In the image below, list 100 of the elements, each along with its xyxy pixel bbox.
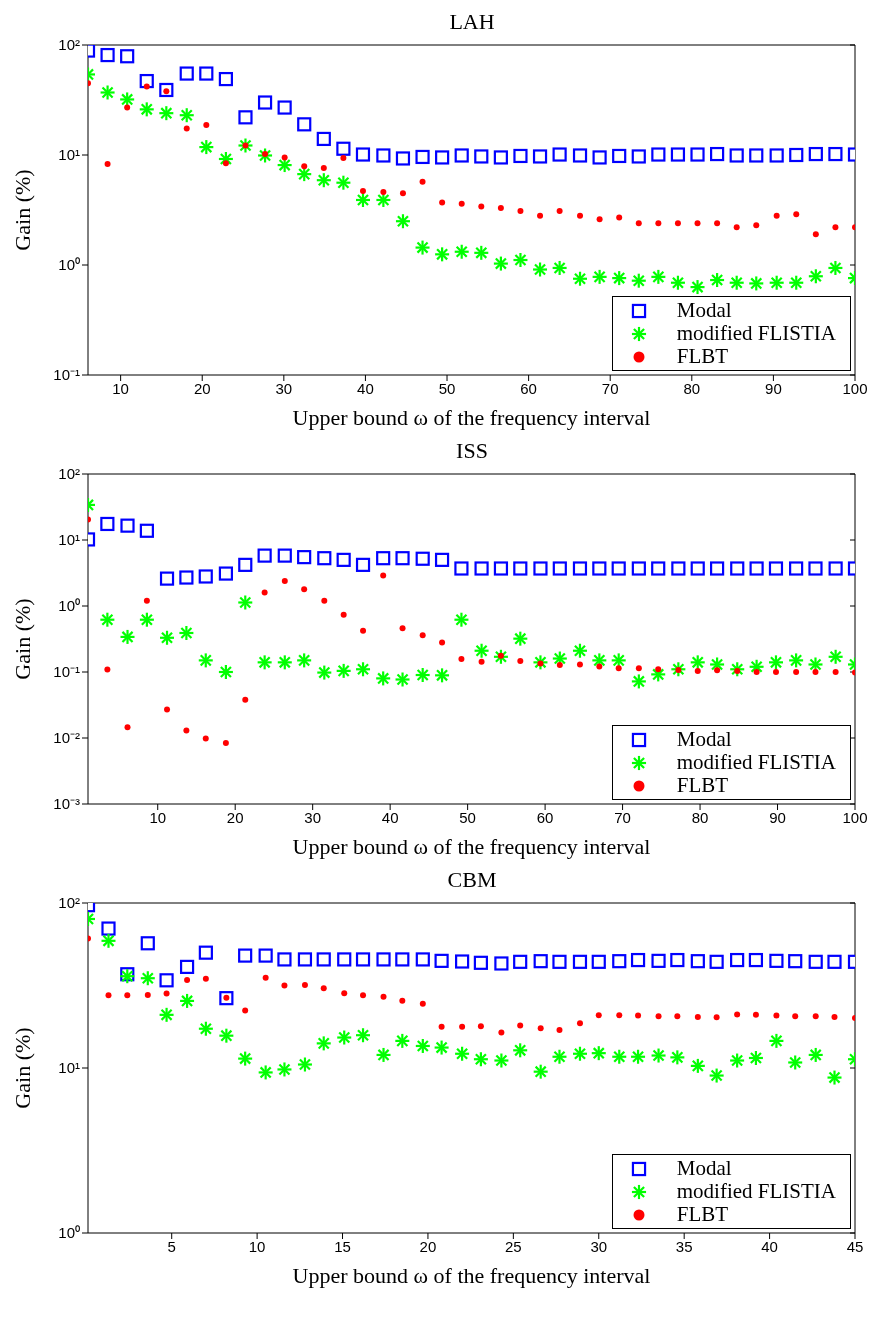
point — [537, 212, 544, 219]
chart-title: ISS — [455, 437, 489, 465]
point — [694, 220, 701, 227]
point — [163, 990, 170, 997]
point — [768, 561, 784, 576]
point — [317, 551, 332, 566]
point — [710, 146, 725, 162]
point — [572, 148, 588, 163]
point — [376, 148, 391, 163]
point — [808, 146, 823, 162]
point — [455, 954, 470, 969]
point — [281, 154, 288, 161]
x-tick-label: 50 — [438, 379, 456, 397]
x-tick-label: 60 — [536, 808, 554, 826]
point — [438, 1023, 445, 1030]
point — [533, 954, 548, 969]
point — [596, 216, 603, 223]
point — [257, 95, 273, 110]
point — [517, 207, 524, 214]
point — [690, 561, 705, 576]
point — [439, 639, 446, 646]
point — [592, 561, 607, 576]
point — [789, 147, 804, 163]
x-tick-label: 25 — [505, 1237, 522, 1255]
point — [222, 740, 229, 746]
point — [238, 110, 253, 125]
point — [576, 1020, 583, 1027]
point — [493, 561, 509, 576]
point — [222, 160, 229, 167]
point — [827, 954, 842, 969]
point — [105, 992, 112, 999]
legend-label: FLBT — [676, 344, 729, 369]
x-tick-label: 40 — [761, 1237, 778, 1255]
x-tick-label: 20 — [419, 1237, 437, 1255]
x-tick-label: 20 — [193, 379, 211, 397]
point — [694, 667, 701, 674]
point — [611, 561, 626, 576]
point — [714, 667, 721, 674]
point — [100, 516, 115, 532]
point — [355, 557, 371, 572]
x-tick-label: 10 — [112, 379, 129, 397]
y-tick-label: 10¹ — [58, 1059, 80, 1077]
point — [497, 652, 504, 659]
point — [572, 561, 588, 576]
point — [380, 572, 387, 579]
point — [179, 959, 195, 974]
x-tick-label: 90 — [765, 379, 782, 397]
x-axis-title: Upper bound ω of the frequency interval — [292, 834, 651, 859]
point — [198, 569, 213, 584]
point — [831, 1013, 838, 1020]
point — [395, 551, 410, 566]
point — [337, 952, 352, 967]
y-axis-title: Gain (%) — [9, 169, 35, 251]
point — [336, 552, 351, 567]
point — [517, 1022, 524, 1029]
point — [577, 212, 584, 219]
point — [399, 190, 406, 197]
point — [262, 974, 269, 981]
point — [277, 100, 292, 115]
point — [242, 696, 249, 703]
point — [635, 665, 642, 672]
point — [297, 952, 313, 967]
y-tick-label: 10⁻² — [53, 729, 80, 747]
point — [458, 656, 465, 663]
point — [552, 954, 567, 969]
y-tick-label: 10² — [58, 465, 80, 483]
point — [202, 735, 209, 742]
point — [651, 561, 666, 576]
point — [749, 561, 764, 576]
point — [434, 953, 449, 968]
point — [139, 523, 154, 538]
point — [793, 211, 800, 218]
x-tick-label: 30 — [275, 379, 293, 397]
point — [257, 548, 272, 563]
y-tick-label: 10⁻¹ — [53, 366, 80, 384]
point — [340, 154, 347, 161]
point — [434, 552, 450, 567]
point — [380, 993, 387, 1000]
x-tick-label: 10 — [149, 808, 167, 826]
point — [631, 561, 646, 576]
point — [832, 669, 839, 675]
point — [714, 220, 721, 227]
point — [812, 1013, 819, 1020]
point — [179, 66, 194, 81]
point — [164, 706, 171, 713]
point — [336, 141, 351, 156]
point — [631, 149, 646, 164]
point — [459, 1023, 466, 1030]
point — [399, 997, 406, 1004]
point — [690, 147, 705, 162]
point — [355, 147, 371, 162]
point — [710, 561, 725, 576]
x-tick-label: 90 — [769, 808, 786, 826]
point — [808, 954, 823, 969]
point — [753, 669, 760, 675]
y-tick-label: 10⁻³ — [53, 795, 80, 813]
point — [297, 117, 312, 132]
legend-label: modified FLISTIA — [676, 1179, 836, 1204]
y-tick-label: 10⁰ — [58, 256, 80, 274]
y-tick-label: 10¹ — [58, 531, 80, 549]
